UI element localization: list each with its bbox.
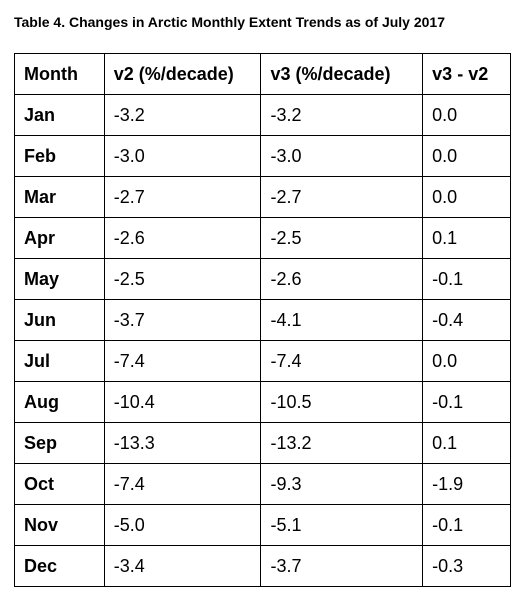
table-row: May -2.5 -2.6 -0.1 [14, 258, 511, 300]
arctic-extent-trends-table: Month v2 (%/decade) v3 (%/decade) v3 - v… [14, 53, 511, 587]
difference-cell: -0.1 [422, 258, 511, 300]
table-row: Aug -10.4 -10.5 -0.1 [14, 381, 511, 423]
month-cell: Oct [14, 463, 105, 505]
v3-cell: -2.5 [260, 217, 424, 259]
v3-cell: -10.5 [260, 381, 424, 423]
v2-cell: -3.4 [103, 545, 262, 587]
v2-cell: -5.0 [103, 504, 262, 546]
month-cell: Jul [14, 340, 105, 382]
header-v2: v2 (%/decade) [103, 53, 262, 95]
v2-cell: -13.3 [103, 422, 262, 464]
v3-cell: -3.2 [260, 94, 424, 136]
v3-cell: -9.3 [260, 463, 424, 505]
table-row: Apr -2.6 -2.5 0.1 [14, 217, 511, 259]
header-difference: v3 - v2 [422, 53, 511, 95]
month-cell: Sep [14, 422, 105, 464]
difference-cell: -0.1 [422, 381, 511, 423]
month-cell: Apr [14, 217, 105, 259]
v2-cell: -10.4 [103, 381, 262, 423]
table-row: Oct -7.4 -9.3 -1.9 [14, 463, 511, 505]
v2-cell: -2.7 [103, 176, 262, 218]
month-cell: Jun [14, 299, 105, 341]
difference-cell: 0.0 [422, 340, 511, 382]
month-cell: Aug [14, 381, 105, 423]
difference-cell: -0.4 [422, 299, 511, 341]
v3-cell: -2.7 [260, 176, 424, 218]
v3-cell: -3.0 [260, 135, 424, 177]
table-row: Nov -5.0 -5.1 -0.1 [14, 504, 511, 546]
difference-cell: -1.9 [422, 463, 511, 505]
difference-cell: -0.1 [422, 504, 511, 546]
v3-cell: -13.2 [260, 422, 424, 464]
v2-cell: -3.2 [103, 94, 262, 136]
v2-cell: -7.4 [103, 463, 262, 505]
difference-cell: 0.1 [422, 422, 511, 464]
difference-cell: 0.0 [422, 94, 511, 136]
month-cell: Mar [14, 176, 105, 218]
table-header-row: Month v2 (%/decade) v3 (%/decade) v3 - v… [14, 53, 511, 95]
table-row: Dec -3.4 -3.7 -0.3 [14, 545, 511, 587]
table-row: Jan -3.2 -3.2 0.0 [14, 94, 511, 136]
v3-cell: -3.7 [260, 545, 424, 587]
v3-cell: -5.1 [260, 504, 424, 546]
month-cell: Feb [14, 135, 105, 177]
difference-cell: 0.0 [422, 135, 511, 177]
v3-cell: -2.6 [260, 258, 424, 300]
v2-cell: -2.6 [103, 217, 262, 259]
table-row: Jun -3.7 -4.1 -0.4 [14, 299, 511, 341]
difference-cell: -0.3 [422, 545, 511, 587]
month-cell: May [14, 258, 105, 300]
difference-cell: 0.0 [422, 176, 511, 218]
v2-cell: -3.0 [103, 135, 262, 177]
v3-cell: -4.1 [260, 299, 424, 341]
header-v3: v3 (%/decade) [260, 53, 424, 95]
month-cell: Dec [14, 545, 105, 587]
v2-cell: -2.5 [103, 258, 262, 300]
table-row: Sep -13.3 -13.2 0.1 [14, 422, 511, 464]
header-month: Month [14, 53, 105, 95]
month-cell: Nov [14, 504, 105, 546]
v2-cell: -7.4 [103, 340, 262, 382]
month-cell: Jan [14, 94, 105, 136]
table-row: Jul -7.4 -7.4 0.0 [14, 340, 511, 382]
v2-cell: -3.7 [103, 299, 262, 341]
table-caption: Table 4. Changes in Arctic Monthly Exten… [14, 14, 446, 30]
difference-cell: 0.1 [422, 217, 511, 259]
table-row: Mar -2.7 -2.7 0.0 [14, 176, 511, 218]
v3-cell: -7.4 [260, 340, 424, 382]
table-row: Feb -3.0 -3.0 0.0 [14, 135, 511, 177]
